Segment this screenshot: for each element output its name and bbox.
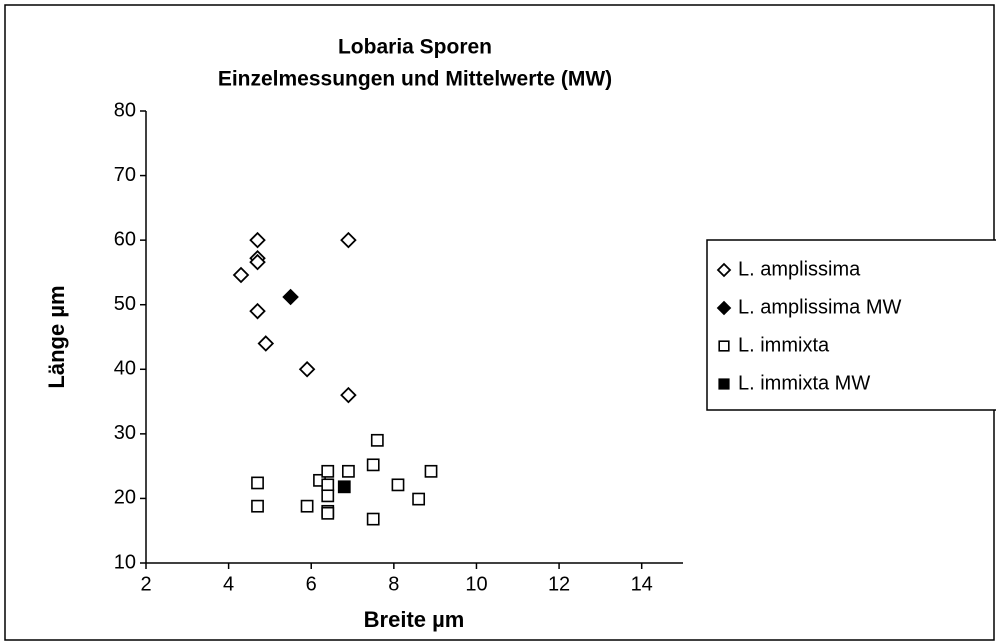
point	[412, 492, 426, 506]
y-tick-label: 50	[114, 293, 136, 315]
point	[298, 361, 316, 378]
point	[251, 476, 264, 490]
y-tick-label: 60	[114, 228, 136, 250]
point	[321, 478, 335, 492]
point	[321, 506, 335, 520]
point	[282, 288, 299, 306]
point	[300, 499, 314, 513]
point	[337, 480, 351, 494]
point	[340, 231, 357, 249]
legend-label: L. immixta MW	[738, 372, 870, 394]
legend-label: L. amplissima	[738, 258, 861, 280]
legend-label: L. amplissima MW	[738, 296, 901, 318]
y-tick-label: 30	[114, 422, 136, 444]
chart-subtitle: Einzelmessungen und Mittelwerte (MW)	[218, 68, 612, 91]
point	[249, 253, 266, 271]
x-tick-label: 14	[631, 573, 653, 595]
y-tick-label: 70	[114, 164, 136, 186]
legend-marker	[718, 340, 730, 352]
x-tick-label: 12	[548, 573, 570, 595]
x-tick-label: 4	[223, 573, 234, 595]
point	[249, 231, 266, 249]
legend-box	[706, 239, 996, 411]
y-tick-label: 20	[114, 487, 136, 509]
point	[366, 458, 380, 472]
legend-marker	[718, 378, 730, 390]
chart-title: Lobaria Sporen	[338, 36, 492, 59]
y-tick-label: 10	[114, 551, 136, 573]
x-tick-label: 6	[306, 573, 317, 595]
x-axis-title: Breite µm	[364, 607, 465, 632]
y-tick-label: 40	[114, 358, 136, 380]
legend-marker	[716, 262, 732, 278]
point	[391, 478, 405, 492]
point	[370, 433, 384, 447]
y-tick-label: 80	[114, 99, 136, 121]
y-axis-title: Länge µm	[44, 285, 69, 388]
x-tick-label: 8	[388, 573, 399, 595]
point	[321, 464, 335, 478]
legend-marker	[716, 300, 732, 316]
point	[249, 302, 266, 320]
point	[251, 499, 264, 513]
point	[321, 489, 335, 503]
point	[232, 266, 250, 284]
point	[340, 386, 357, 404]
legend-label: L. immixta	[738, 334, 830, 356]
x-tick-label: 2	[140, 573, 151, 595]
point	[342, 464, 355, 478]
x-tick-label: 10	[465, 573, 487, 595]
point	[257, 335, 275, 352]
point	[424, 464, 438, 478]
point	[366, 512, 380, 526]
